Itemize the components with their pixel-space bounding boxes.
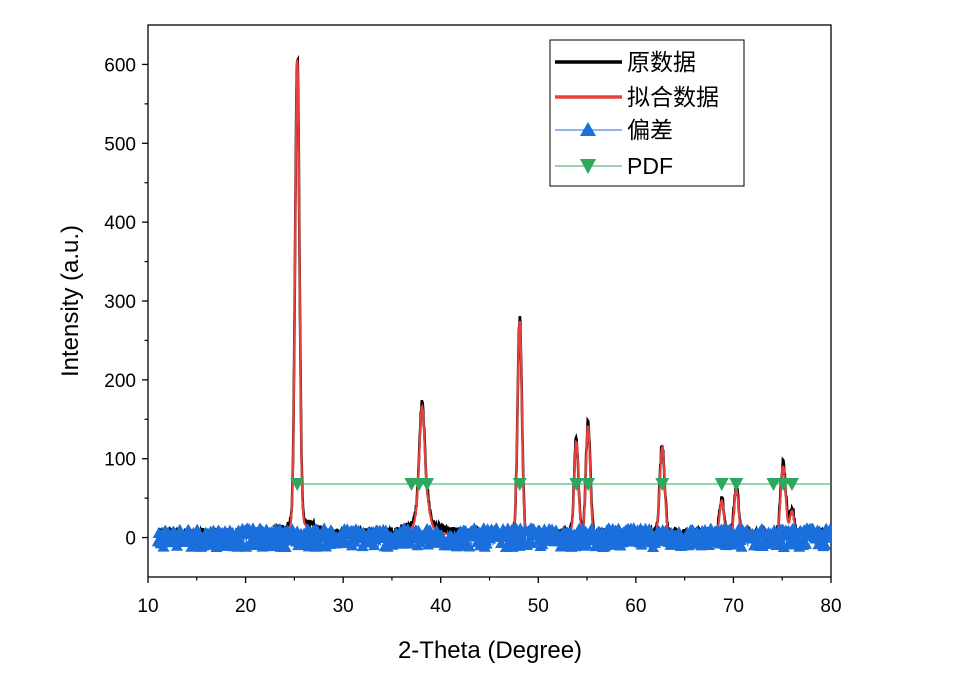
x-tick-label: 70 <box>723 596 744 617</box>
pdf-marker <box>714 477 729 491</box>
residual-marker <box>824 523 832 535</box>
y-tick-label: 500 <box>104 134 136 155</box>
y-tick-label: 100 <box>104 450 136 471</box>
pdf-marker <box>420 477 435 491</box>
residual-marker <box>799 537 812 549</box>
x-tick-label: 20 <box>235 596 256 617</box>
pdf-marker <box>776 477 791 491</box>
series-layer <box>151 54 832 553</box>
y-tick-label: 600 <box>104 55 136 76</box>
y-tick-label: 0 <box>125 529 136 550</box>
residual-marker <box>379 524 392 536</box>
x-tick-label: 10 <box>137 596 158 617</box>
pdf-marker <box>655 477 670 491</box>
x-tick-label: 30 <box>333 596 354 617</box>
pdf-marker <box>290 477 305 491</box>
legend-label: 拟合数据 <box>627 84 719 110</box>
residual-marker <box>735 540 748 552</box>
y-tick-label: 200 <box>104 371 136 392</box>
x-tick-label: 60 <box>625 596 646 617</box>
legend-label: 偏差 <box>627 117 673 143</box>
y-tick-label: 400 <box>104 213 136 234</box>
legend-marker-up-triangle <box>580 122 596 136</box>
pdf-marker <box>512 477 527 491</box>
residual-marker <box>825 531 832 543</box>
pdf-marker <box>729 477 744 491</box>
residual-marker <box>368 539 381 551</box>
residual-marker <box>279 540 292 552</box>
pdf-marker <box>784 477 799 491</box>
y-tick-label: 300 <box>104 292 136 313</box>
residual-marker <box>316 530 329 542</box>
residual-marker <box>463 540 476 552</box>
pdf-marker <box>766 477 781 491</box>
legend-label: PDF <box>627 153 673 179</box>
pdf-marker <box>581 477 596 491</box>
x-tick-label: 40 <box>430 596 451 617</box>
legend-label: 原数据 <box>627 49 696 75</box>
legend-marker-down-triangle <box>580 159 596 174</box>
residual-marker <box>643 523 656 535</box>
residual-marker <box>191 523 204 535</box>
x-tick-label: 80 <box>820 596 841 617</box>
axis-layer: 10 20 30 40 50 60 70 80 0 100 200 300 400 500 600 <box>104 55 841 617</box>
x-axis-title: 2-Theta (Degree) <box>398 637 582 664</box>
y-axis-title: Intensity (a.u.) <box>57 225 84 377</box>
x-tick-label: 50 <box>528 596 549 617</box>
pdf-marker <box>569 477 584 491</box>
residual-marker <box>819 538 832 550</box>
